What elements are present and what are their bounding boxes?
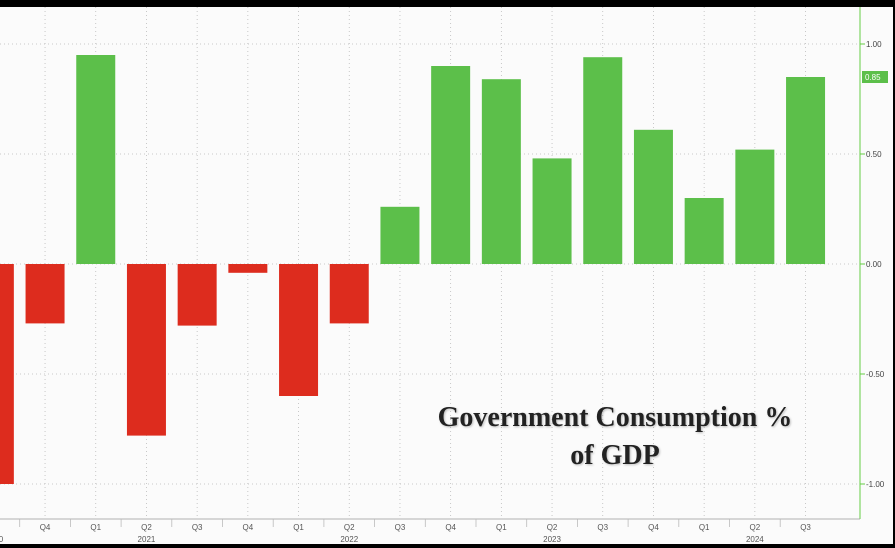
bar — [684, 198, 724, 264]
x-tick-label: Q2 — [141, 523, 152, 532]
bar — [735, 149, 775, 264]
bar — [481, 79, 521, 264]
x-tick-label: Q4 — [243, 523, 254, 532]
chart-title-line-1: Government Consumption % — [437, 402, 793, 433]
chart-frame: 1.00 0.50 0.00 -0.50 -1.00 0.85 Q3 Q4 Q1 Q2 Q3 Q4 Q1… — [0, 7, 893, 544]
x-year-label: 2023 — [543, 535, 561, 544]
bar — [228, 264, 268, 273]
bar — [329, 264, 369, 324]
x-tick-label: Q3 — [597, 523, 608, 532]
y-tick-label: 0.00 — [866, 260, 882, 269]
x-tick-label: Q2 — [750, 523, 761, 532]
x-tick-label: Q3 — [395, 523, 406, 532]
x-tick-label: Q1 — [90, 523, 101, 532]
bar — [431, 66, 471, 264]
x-year-label: 2024 — [746, 535, 764, 544]
bar — [633, 129, 673, 264]
y-tick-label: -1.00 — [866, 480, 885, 489]
bar — [126, 264, 166, 436]
y-tick-label: 0.50 — [866, 150, 882, 159]
bar — [177, 264, 217, 326]
last-value-badge — [862, 71, 888, 83]
y-tick-label: 1.00 — [866, 40, 882, 49]
x-tick-label: Q2 — [547, 523, 558, 532]
bar — [583, 57, 623, 265]
x-tick-label: Q4 — [445, 523, 456, 532]
x-tick-label: Q3 — [192, 523, 203, 532]
bar — [279, 264, 319, 396]
bar — [532, 158, 572, 264]
x-tick-label: Q1 — [496, 523, 507, 532]
bar — [0, 264, 14, 484]
y-tick-label: -0.50 — [866, 370, 885, 379]
chart-title: Government Consumption % of GDP — [410, 399, 820, 475]
chart-plot: 1.00 0.50 0.00 -0.50 -1.00 0.85 Q3 Q4 Q1 Q2 Q3 Q4 Q1… — [0, 7, 888, 544]
x-year-label: 2021 — [138, 535, 156, 544]
chart-title-line-2: of GDP — [570, 440, 660, 471]
x-tick-label: Q4 — [648, 523, 659, 532]
x-tick-label: Q2 — [344, 523, 355, 532]
x-tick-label: Q1 — [699, 523, 710, 532]
x-year-label: 2020 — [0, 535, 4, 544]
x-tick-label: Q4 — [40, 523, 51, 532]
x-tick-label: Q3 — [800, 523, 811, 532]
bar — [786, 77, 826, 264]
bar — [76, 55, 116, 264]
bar — [25, 264, 65, 324]
last-value-label: 0.85 — [865, 73, 881, 82]
bar — [380, 206, 420, 264]
x-tick-label: Q1 — [293, 523, 304, 532]
x-year-label: 2022 — [340, 535, 358, 544]
